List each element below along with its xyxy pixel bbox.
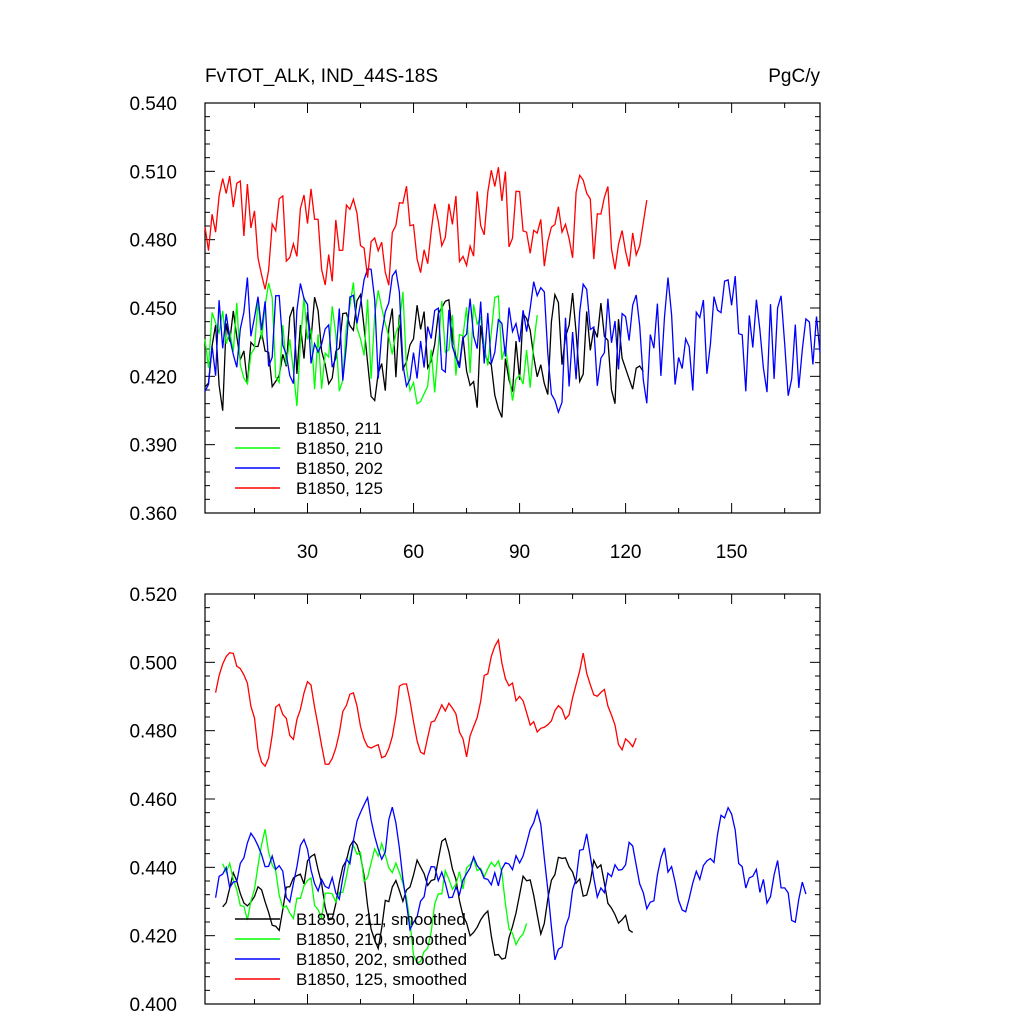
- x-tick-label: 60: [403, 542, 424, 563]
- legend-label: B1850, 211, smoothed: [296, 910, 466, 929]
- series-line-2: [204, 268, 821, 415]
- series-line-3: [214, 638, 637, 768]
- legend-label: B1850, 202, smoothed: [296, 950, 467, 969]
- y-tick-label: 0.520: [129, 585, 177, 606]
- y-tick-label: 0.540: [129, 94, 177, 115]
- x-tick-label: 150: [716, 542, 748, 563]
- legend-label: B1850, 211: [296, 419, 382, 438]
- series-lines: [214, 638, 807, 964]
- axes: 0.360 0.390 0.420 0.450 0.480 0.510 0.540 30 60 9…: [129, 94, 820, 563]
- y-tick-label: 0.440: [129, 858, 177, 879]
- top-panel: FvTOT_ALK, IND_44S-18S PgC/y 0.3600.3900…: [129, 66, 821, 563]
- series-line-2: [214, 795, 807, 961]
- chart-units: PgC/y: [768, 66, 820, 87]
- y-tick-label: 0.450: [129, 299, 177, 320]
- y-tick-label: 0.420: [129, 367, 177, 388]
- bottom-panel: 0.400 0.420 0.440 0.460 0.480 0.500 0.520 B185…: [129, 585, 821, 1016]
- legend-label: B1850, 202: [296, 459, 383, 478]
- y-tick-label: 0.420: [129, 927, 177, 948]
- legend-label: B1850, 125: [296, 479, 383, 498]
- y-tick-label: 0.460: [129, 790, 177, 811]
- axes: 0.400 0.420 0.440 0.460 0.480 0.500 0.520: [129, 585, 820, 1016]
- chart-title: FvTOT_ALK, IND_44S-18S: [205, 66, 438, 87]
- series-line-3: [204, 167, 648, 290]
- series-lines: [204, 167, 821, 418]
- series-line-0: [204, 292, 644, 418]
- y-tick-label: 0.480: [129, 722, 177, 743]
- y-tick-label: 0.500: [129, 653, 177, 674]
- series-line-1: [204, 282, 538, 407]
- series-line-0: [222, 837, 634, 960]
- y-tick-label: 0.360: [129, 504, 177, 525]
- y-tick-label: 0.480: [129, 231, 177, 252]
- x-tick-label: 30: [297, 542, 318, 563]
- x-tick-label: 90: [509, 542, 530, 563]
- series-line-1: [222, 829, 528, 964]
- x-tick-label: 120: [610, 542, 642, 563]
- legend-label: B1850, 210, smoothed: [296, 930, 467, 949]
- y-tick-label: 0.390: [129, 436, 177, 457]
- legend-label: B1850, 210: [296, 439, 383, 458]
- y-tick-label: 0.400: [129, 995, 177, 1016]
- y-tick-label: 0.510: [129, 162, 177, 183]
- legend-label: B1850, 125, smoothed: [296, 970, 467, 989]
